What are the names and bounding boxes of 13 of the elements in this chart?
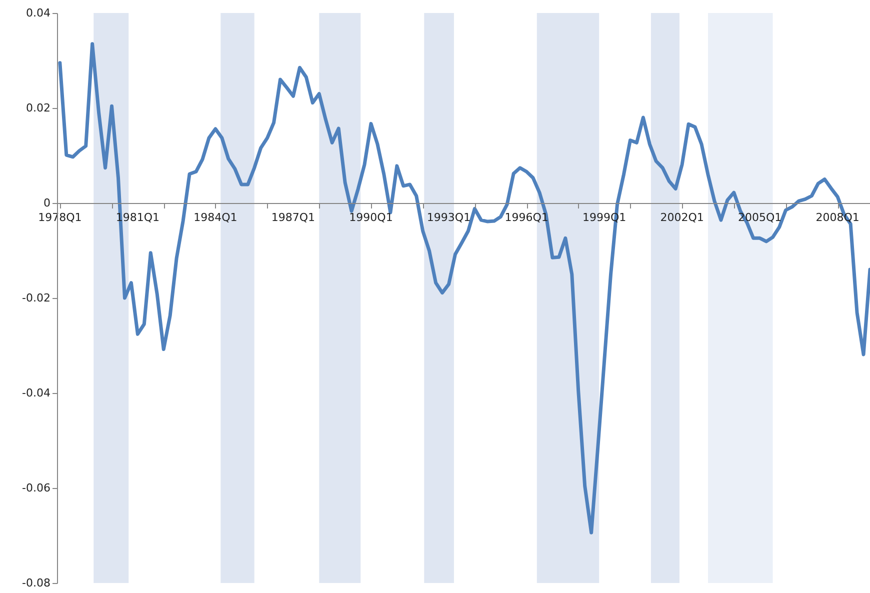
x-tick-label: 2002Q1 [660,211,704,224]
x-tick-label: 1993Q1 [426,211,471,224]
y-tick-label: 0.02 [26,102,50,114]
y-tick-label: -0.06 [22,482,50,494]
y-tick-label: 0 [44,196,50,210]
y-tick-label: 0.04 [26,6,50,20]
x-tick-label: 1978Q1 [38,211,82,224]
x-tick-label: 1984Q1 [194,211,238,224]
y-tick-label: -0.02 [22,292,50,304]
x-tick-label: 1987Q1 [271,211,316,224]
y-tick-label: -0.04 [22,386,50,400]
y-tick-label: -0.08 [22,576,50,590]
x-tick-label: 1990Q1 [349,211,393,224]
